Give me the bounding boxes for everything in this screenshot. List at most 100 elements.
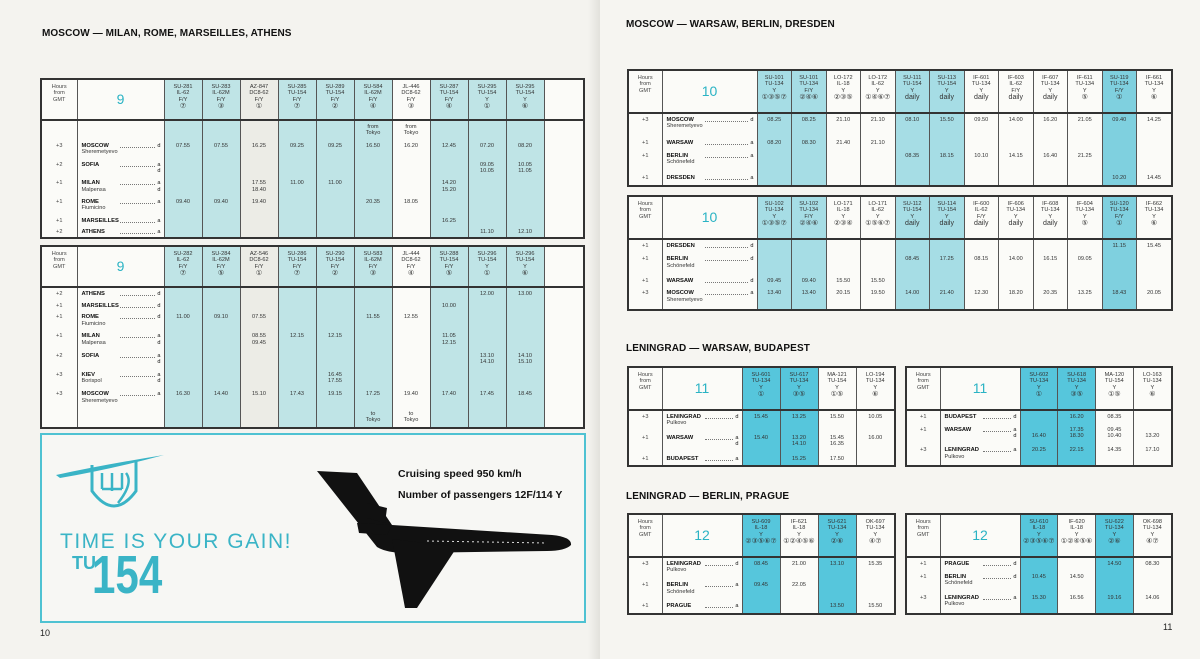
- time-cell: 09.40: [163, 196, 202, 215]
- time-cell: 08.20: [756, 136, 792, 150]
- time-cell: [894, 274, 930, 288]
- dot-leader: [704, 294, 748, 296]
- route-title: LENINGRAD — WARSAW, BUDAPEST: [626, 343, 810, 354]
- time-cell: [1057, 557, 1096, 571]
- time-cell: [894, 239, 930, 254]
- service-class: F/Y: [254, 263, 264, 270]
- station-cell: WARSAW a d: [939, 423, 1020, 445]
- time-cell: 12.55: [391, 311, 430, 331]
- time-cell: 17.25: [353, 388, 392, 408]
- aircraft-type: DC8-62: [401, 90, 421, 97]
- time-cell: [163, 287, 202, 300]
- service-class: Y: [1082, 213, 1087, 220]
- time-cell: [353, 369, 392, 389]
- time-cell: [277, 407, 316, 427]
- flight-column-header: SU-284 IL-62M F/Y ⑤: [201, 247, 240, 288]
- time-cell: [315, 158, 354, 178]
- aircraft-type: TU-134: [1144, 207, 1164, 214]
- service-class: Y: [835, 531, 839, 538]
- flight-number: SU-112: [902, 201, 922, 207]
- arrival-departure-marker: d: [750, 277, 754, 284]
- city-name: MILAN: [81, 333, 100, 340]
- time-cell: 19.40: [391, 388, 430, 408]
- table-row: +1 WARSAW a d 15.40 13.20 14.10 15.45 16.35 16…: [629, 432, 894, 453]
- time-cell: 21.00: [779, 557, 818, 580]
- station-cell: DRESDEN d: [661, 239, 757, 254]
- empty-cell: [543, 120, 583, 140]
- flight-column-header: AZ-847 DC8-62 F/Y ①: [239, 80, 278, 121]
- flight-column-header: OK-697 TU-134 Y ④⑦: [855, 515, 894, 558]
- time-cell: [353, 158, 392, 178]
- city-name: KIEV: [81, 372, 96, 379]
- time-cell: 12.15: [315, 330, 354, 350]
- operating-days: ①②④⑤⑥: [1060, 538, 1093, 546]
- flight-number: IF-621: [790, 519, 808, 525]
- aircraft-type: IL-18: [1070, 525, 1083, 532]
- station-cell: DRESDEN a: [661, 171, 757, 185]
- timetable: Hours from GMT 12 SU-609 IL-18 Y ②③⑤⑥⑦ IF-621 I…: [627, 513, 896, 615]
- flight-column-header: LO-194 TU-134 Y ⑥: [855, 368, 894, 411]
- city-name: BERLIN: [666, 152, 689, 159]
- service-class: Y: [875, 87, 880, 94]
- gmt-offset: +1: [920, 573, 927, 580]
- time-cell: 07.55: [239, 311, 278, 331]
- table-number: 9: [76, 247, 164, 288]
- table-number: 10: [661, 197, 757, 240]
- time-cell: 11.05 12.15: [429, 330, 468, 350]
- time-cell: [391, 158, 430, 178]
- time-cell: [1067, 171, 1102, 185]
- flight-number: SU-282: [173, 251, 193, 257]
- time-cell: [467, 177, 506, 196]
- timetable: Hours from GMT 11 SU-601 TU-134 Y ① SU-617 TU-1…: [627, 366, 896, 467]
- operating-days: ①⑤: [830, 391, 844, 399]
- flight-number: SU-283: [211, 84, 231, 90]
- time-cell: [239, 120, 278, 140]
- time-cell: 17.40: [429, 388, 468, 408]
- operating-days: ②④⑥: [799, 94, 819, 102]
- time-cell: [791, 149, 826, 172]
- city-name: WARSAW: [944, 426, 972, 433]
- operating-days: ②④⑥: [799, 220, 819, 228]
- time-cell: [741, 600, 780, 613]
- dot-leader: [704, 281, 748, 283]
- flight-number: IF-600: [973, 201, 990, 207]
- empty-cell: [543, 287, 583, 300]
- aircraft-type: TU-154: [439, 257, 459, 264]
- dot-leader: [119, 295, 155, 296]
- time-cell: [201, 177, 240, 196]
- flight-number: AZ-847: [249, 84, 269, 90]
- dot-leader: [704, 156, 748, 158]
- table-row: +1 MARSEILLES a 16.25: [42, 214, 583, 226]
- gmt-offset: +1: [642, 256, 649, 263]
- airport-name: Borispol: [81, 378, 102, 385]
- operating-days: ⑥: [1149, 391, 1156, 399]
- dot-leader: [704, 459, 733, 461]
- time-cell: 14.45: [1136, 171, 1171, 185]
- operating-days: ①: [483, 270, 491, 278]
- time-cell: 10.00: [429, 299, 468, 312]
- flight-number: JL-444: [402, 251, 420, 257]
- operating-days: ②③⑤: [833, 94, 853, 102]
- station-cell: WARSAW d: [661, 274, 757, 288]
- time-cell: [353, 330, 392, 350]
- operating-days: ①⑤: [1108, 391, 1121, 399]
- time-cell: [315, 196, 354, 215]
- time-cell: 09.45: [741, 579, 780, 601]
- operating-days: ⑤: [1081, 220, 1088, 228]
- time-cell: 13.10: [817, 557, 856, 580]
- time-cell: [315, 214, 354, 226]
- time-cell: 08.30: [1132, 557, 1171, 571]
- dot-leader: [704, 586, 733, 588]
- aircraft-type: TU-134: [971, 81, 991, 88]
- time-cell: 18.05: [391, 196, 430, 215]
- flight-number: SU-288: [439, 251, 459, 257]
- time-cell: 17.25: [929, 253, 964, 275]
- gmt-offset: +3: [56, 372, 63, 379]
- empty-cell: [543, 139, 583, 159]
- table-row: +2 SOFIA a d 13.10 14.10 14.10 15.10: [42, 349, 583, 370]
- service-class: F/Y: [368, 96, 378, 103]
- arrival-departure-marker: a d: [157, 352, 161, 366]
- time-cell: 09.40: [1101, 113, 1137, 137]
- flight-column-header: SU-583 IL-62M F/Y ③: [353, 247, 392, 288]
